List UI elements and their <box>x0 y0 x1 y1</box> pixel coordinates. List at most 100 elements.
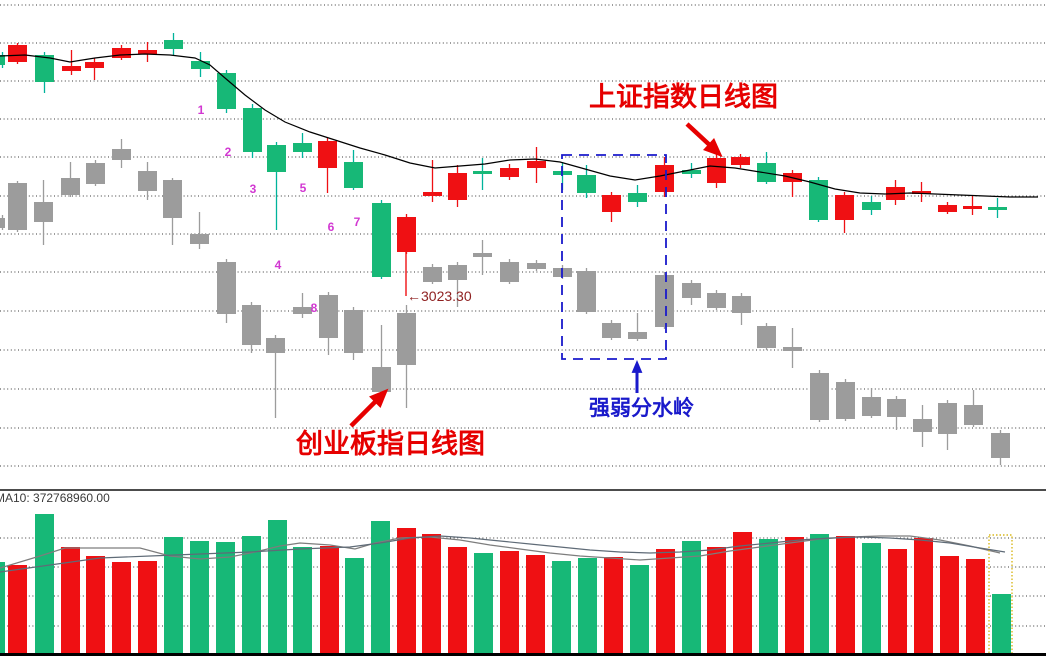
chinext-candle <box>372 367 391 392</box>
chinext-candle <box>964 405 983 425</box>
chinext-candle <box>836 382 855 419</box>
shanghai-candle <box>938 205 957 212</box>
shanghai-candle <box>397 217 416 252</box>
volume-bar <box>448 547 467 655</box>
price-annotation-3023: ←3023.30 <box>407 288 472 304</box>
chinext-candle <box>810 373 829 420</box>
volume-bar <box>164 537 183 655</box>
shanghai-candle <box>8 45 27 62</box>
volume-bar <box>656 549 675 655</box>
shanghai-candle <box>862 202 881 210</box>
volume-bar <box>604 557 623 655</box>
shanghai-candle <box>655 165 674 192</box>
volume-bar <box>397 528 416 655</box>
volume-bar <box>190 541 209 655</box>
volume-bar <box>836 536 855 655</box>
chinext-candle <box>0 218 5 228</box>
shanghai-candle <box>448 173 467 200</box>
shanghai-candle <box>527 161 546 168</box>
volume-bar <box>733 532 752 655</box>
sequence-number-5: 5 <box>299 181 307 195</box>
sequence-number-4: 4 <box>274 258 282 272</box>
shanghai-candle <box>85 62 104 68</box>
shanghai-candle <box>731 157 750 165</box>
shanghai-candle <box>500 168 519 177</box>
volume-bar <box>707 547 726 655</box>
chinext-candle <box>732 296 751 313</box>
chinext-candle <box>293 307 312 314</box>
chinext-candle <box>397 313 416 365</box>
shanghai-candle <box>164 40 183 49</box>
shanghai-candle <box>707 158 726 183</box>
chinext-candle <box>938 403 957 434</box>
shanghai-candle <box>0 55 5 65</box>
shanghai-candle <box>577 175 596 193</box>
shanghai-candle <box>835 195 854 220</box>
volume-bar <box>682 541 701 655</box>
volume-bar <box>630 565 649 655</box>
sequence-number-6: 6 <box>327 220 335 234</box>
watershed-dashed-box <box>561 154 667 360</box>
chinext-candle <box>423 267 442 282</box>
chinext-candle <box>473 253 492 257</box>
shanghai-candle <box>602 195 621 212</box>
chinext-candle <box>242 305 261 345</box>
sequence-number-3: 3 <box>249 182 257 196</box>
shanghai-candle <box>988 207 1007 210</box>
chinext-arrow-head <box>369 388 389 408</box>
volume-bar <box>268 520 287 655</box>
chinext-candle <box>217 262 236 314</box>
shanghai-candle <box>191 61 210 69</box>
chinext-candle <box>682 283 701 298</box>
shanghai-candle <box>628 193 647 202</box>
volume-bar <box>293 547 312 655</box>
chinext-candle <box>8 183 27 230</box>
volume-bar <box>242 536 261 655</box>
shanghai-candle <box>809 180 828 220</box>
shanghai-candle <box>267 145 286 172</box>
chinext-candle <box>86 163 105 184</box>
volume-bar <box>61 547 80 655</box>
volume-bar <box>888 549 907 655</box>
volume-bar <box>371 521 390 655</box>
chinext-candle <box>991 433 1010 458</box>
sequence-number-2: 2 <box>224 145 232 159</box>
chinext-candle <box>34 202 53 222</box>
chinext-candle <box>577 271 596 312</box>
volume-bar <box>86 556 105 655</box>
volume-ma10-line <box>0 535 1006 573</box>
chinext-candle <box>757 326 776 348</box>
chinext-candle <box>319 295 338 338</box>
shanghai-candle <box>138 50 157 54</box>
volume-bar <box>422 534 441 655</box>
volume-bar <box>526 555 545 655</box>
chinext-candle <box>707 293 726 308</box>
annotation-watershed-label: 强弱分水岭 <box>589 397 694 420</box>
volume-bar <box>138 561 157 655</box>
sequence-number-1: 1 <box>197 103 205 117</box>
volume-bar <box>0 562 5 655</box>
chinext-candle <box>163 180 182 218</box>
shanghai-candle <box>112 48 131 58</box>
volume-ma10-label: MA10: 372768960.00 <box>0 491 110 505</box>
annotation-chinext-label: 创业板指日线图 <box>296 429 485 459</box>
shanghai-candle <box>293 143 312 152</box>
annotation-shanghai-index-label: 上证指数日线图 <box>589 82 778 112</box>
price-ma-line <box>0 53 1038 198</box>
chinext-candle <box>112 149 131 160</box>
shanghai-candle <box>217 73 236 109</box>
volume-bar <box>345 558 364 655</box>
volume-bar <box>112 562 131 655</box>
shanghai-candle <box>682 170 701 174</box>
volume-bar <box>862 543 881 655</box>
volume-bar <box>216 542 235 655</box>
volume-bar <box>785 537 804 655</box>
volume-bar <box>500 551 519 655</box>
chinext-candle <box>61 178 80 195</box>
volume-bar <box>552 561 571 655</box>
chinext-candle <box>655 275 674 327</box>
volume-bar <box>578 558 597 655</box>
volume-bar <box>810 534 829 655</box>
